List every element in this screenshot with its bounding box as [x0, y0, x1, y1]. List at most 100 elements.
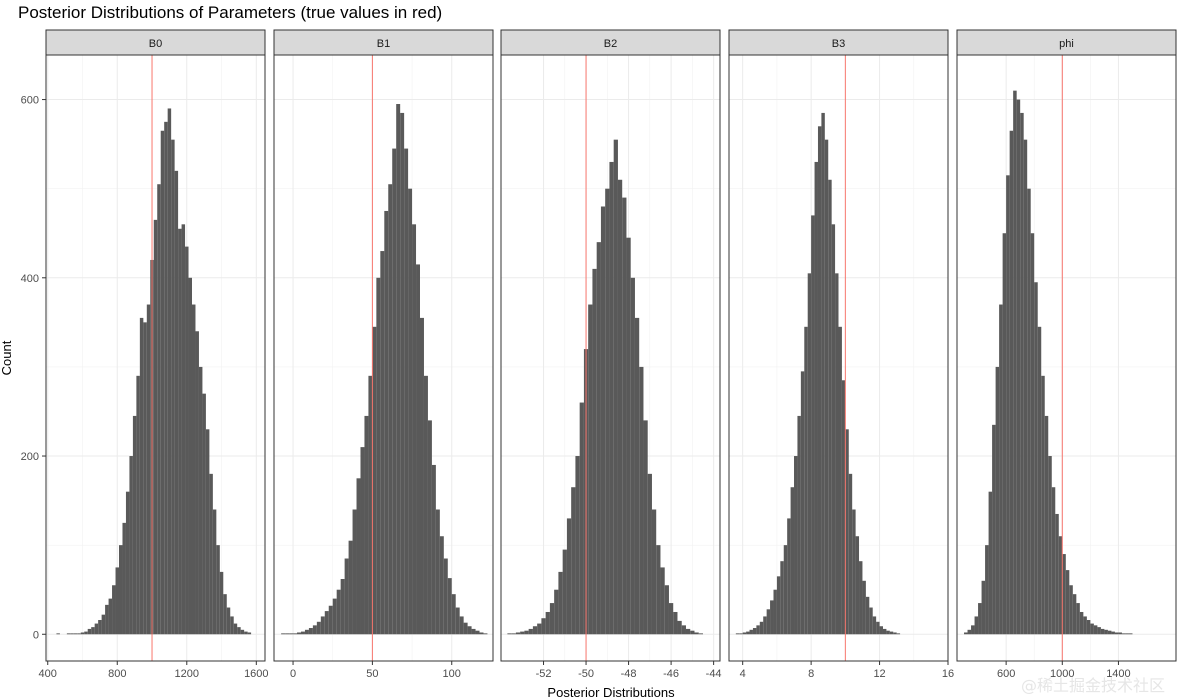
panel-border	[500, 54, 721, 662]
histogram-bar	[380, 251, 385, 635]
histogram-bar	[192, 304, 196, 635]
histogram-bar	[459, 616, 464, 635]
histogram-bar	[549, 603, 555, 635]
facet-panels: B0 400 800 1200 1600 B1 0 50 100 B2 -52 -50 -48 -46 -4…	[39, 29, 1177, 680]
histogram-bar	[1027, 188, 1031, 635]
facet-strip-label: B3	[832, 38, 845, 50]
histogram-bar	[865, 596, 870, 635]
histogram-bar	[780, 561, 784, 635]
histogram-bar	[537, 623, 542, 635]
histogram-bar	[202, 393, 206, 635]
facet-strip-label: B0	[149, 38, 162, 50]
histogram-bar	[511, 633, 516, 635]
x-axis-title: Posterior Distributions	[547, 685, 675, 700]
histogram-bar	[427, 420, 432, 635]
x-tick-label: 8	[808, 668, 814, 680]
histogram-bar	[1083, 616, 1087, 635]
x-tick-label: 1400	[1106, 668, 1130, 680]
histogram-bar	[212, 509, 217, 635]
histogram-bar	[188, 277, 192, 635]
histogram-bar	[630, 277, 635, 635]
histogram-bar	[122, 522, 126, 635]
x-tick-label: -48	[621, 668, 637, 680]
watermark: @稀土掘金技术社区	[1020, 676, 1165, 695]
histogram-bar	[420, 317, 424, 635]
histogram-bar	[1034, 282, 1038, 635]
histogram-bar	[416, 264, 420, 635]
facet-strip-label: phi	[1059, 38, 1074, 50]
histogram-bar	[1093, 625, 1098, 635]
x-tick-label: 600	[997, 668, 1015, 680]
histogram-bar	[811, 215, 815, 635]
histogram-bar	[360, 447, 365, 635]
chart-title: Posterior Distributions of Parameters (t…	[18, 3, 442, 22]
y-axis: 0 200 400 600	[21, 95, 46, 641]
histogram-bar	[226, 607, 231, 635]
histogram-bar	[443, 558, 448, 635]
x-tick-label: 1200	[175, 668, 199, 680]
histogram-bar	[876, 621, 880, 635]
histogram-bar	[77, 633, 81, 635]
x-tick-label: 400	[39, 668, 57, 680]
x-tick-label: 50	[366, 668, 378, 680]
histogram-bar	[1062, 554, 1066, 635]
histogram-bar	[70, 633, 74, 635]
histogram-bar	[1072, 594, 1077, 635]
histogram-bar	[639, 366, 644, 635]
histogram-bar	[1069, 585, 1073, 635]
histogram-bar	[205, 429, 210, 635]
histogram-bar	[396, 104, 401, 635]
histogram-bar	[694, 632, 699, 635]
histogram-bar	[776, 576, 781, 635]
histogram-bar	[797, 415, 801, 635]
histogram-bar	[324, 611, 329, 635]
histogram-bar	[223, 594, 227, 635]
histogram-bar	[364, 415, 369, 635]
histogram-bar	[541, 618, 546, 635]
histogram-bar	[545, 611, 550, 635]
histogram-bar	[129, 456, 133, 635]
histogram-bar	[479, 632, 484, 635]
histogram-bar	[978, 603, 982, 635]
histogram-bar	[105, 604, 109, 635]
histogram-bar	[879, 626, 883, 635]
histogram-bar	[999, 304, 1003, 635]
histogram-bar	[964, 632, 968, 635]
histogram-bar	[770, 600, 774, 635]
x-tick-label: 1000	[1050, 668, 1074, 680]
histogram-bar	[356, 478, 361, 635]
histogram-bar	[507, 633, 512, 635]
histogram-bar	[1030, 233, 1035, 635]
histogram-bar	[237, 627, 241, 635]
histogram-bar	[882, 628, 887, 635]
x-tick-label: -50	[578, 668, 594, 680]
histogram-bar	[651, 509, 657, 635]
histogram-bar	[181, 224, 186, 635]
histogram-bar	[392, 148, 397, 635]
histogram-bar	[157, 184, 161, 635]
histogram-bar	[178, 228, 182, 635]
histogram-bar	[664, 585, 669, 635]
histogram-bar	[681, 625, 686, 635]
histogram-bar	[483, 633, 488, 635]
histogram-bar	[821, 112, 825, 635]
histogram-bar	[1121, 633, 1126, 635]
histogram-bar	[119, 545, 123, 635]
histogram-bar	[1097, 627, 1101, 635]
histogram-bar	[807, 273, 812, 635]
histogram-bar	[328, 605, 333, 635]
histogram-bar	[332, 598, 337, 635]
histogram-bar	[981, 580, 986, 635]
panel-border	[728, 54, 949, 662]
histogram-bar	[1006, 175, 1010, 635]
histogram-bar	[690, 630, 695, 635]
histogram-bar	[617, 179, 623, 635]
histogram-bar	[609, 161, 614, 635]
histogram-bar	[164, 121, 168, 635]
y-tick-label: 400	[21, 273, 39, 285]
histogram-bar	[1090, 623, 1094, 635]
histogram-bar	[455, 607, 460, 635]
histogram-bar	[520, 631, 525, 635]
histogram-bar	[136, 375, 140, 635]
